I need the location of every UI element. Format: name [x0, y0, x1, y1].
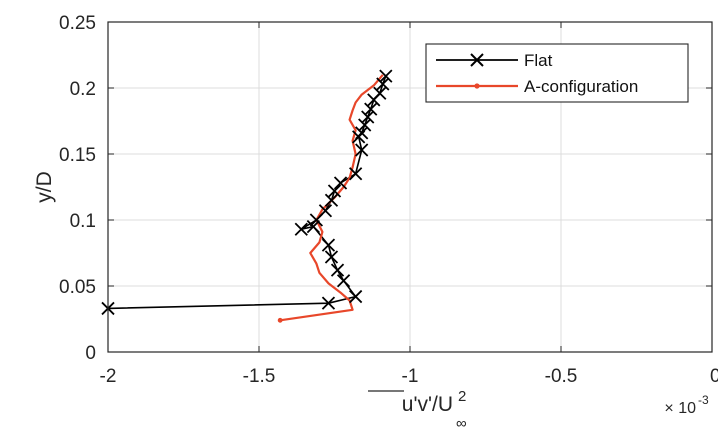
legend-label-a-configuration: A-configuration [524, 77, 638, 96]
legend-marker-flat [470, 53, 484, 67]
data-point-a-configuration [277, 317, 283, 323]
x-axis-label-sup: 2 [458, 388, 466, 405]
data-point-flat [321, 238, 336, 252]
data-point-flat [324, 250, 339, 264]
x-tick-label: -1.5 [243, 366, 276, 387]
data-point-flat [324, 193, 339, 207]
x-tick-label: -1 [402, 366, 419, 387]
y-axis-label: y/D [33, 171, 56, 203]
data-point-flat [361, 110, 375, 124]
x-axis-multiplier: × 10 -3 [664, 393, 709, 417]
x-tick-label: -2 [100, 366, 117, 387]
y-tick-label: 0.1 [70, 211, 96, 232]
tick-layer: -2 -1.5 -1 -0.5 0 0 0.05 0.1 0.15 0.2 0.25 [59, 13, 718, 387]
x-tick-label: 0 [710, 366, 718, 387]
x-axis-label-main: u'v'/U [402, 393, 453, 416]
data-point-flat [330, 263, 345, 277]
data-point-flat [358, 118, 372, 132]
y-tick-label: 0 [85, 343, 96, 364]
y-tick-label: 0.25 [59, 13, 96, 34]
data-point-flat [349, 289, 363, 304]
data-point-flat [327, 184, 342, 198]
data-point-flat [321, 296, 336, 310]
data-point-flat [355, 126, 369, 140]
y-tick-label: 0.05 [59, 277, 96, 298]
x-tick-label: -0.5 [545, 366, 578, 387]
data-point-flat [364, 102, 378, 116]
x-axis-label: u'v'/U 2 ∞ [368, 388, 467, 432]
data-point-flat [373, 86, 387, 100]
data-point-flat [294, 222, 308, 236]
data-point-flat [355, 143, 369, 157]
data-point-flat [379, 69, 393, 83]
legend-box [425, 43, 689, 103]
series-line-flat [107, 75, 387, 310]
y-tick-label: 0.15 [59, 145, 96, 166]
x-multiplier-base: × 10 [664, 400, 696, 417]
data-point-flat [376, 77, 390, 91]
series-layer [101, 69, 393, 323]
legend-marker-a-configuration [474, 83, 480, 89]
x-multiplier-exponent: -3 [698, 393, 709, 407]
data-point-flat [333, 176, 348, 190]
data-point-flat [336, 274, 351, 288]
x-axis-label-sub: ∞ [456, 415, 467, 432]
data-point-flat [318, 204, 333, 218]
legend: Flat A-configuration [425, 43, 689, 103]
legend-label-flat: Flat [524, 51, 553, 70]
data-point-flat [306, 219, 320, 234]
data-point-flat [349, 167, 363, 181]
y-tick-label: 0.2 [70, 79, 96, 100]
